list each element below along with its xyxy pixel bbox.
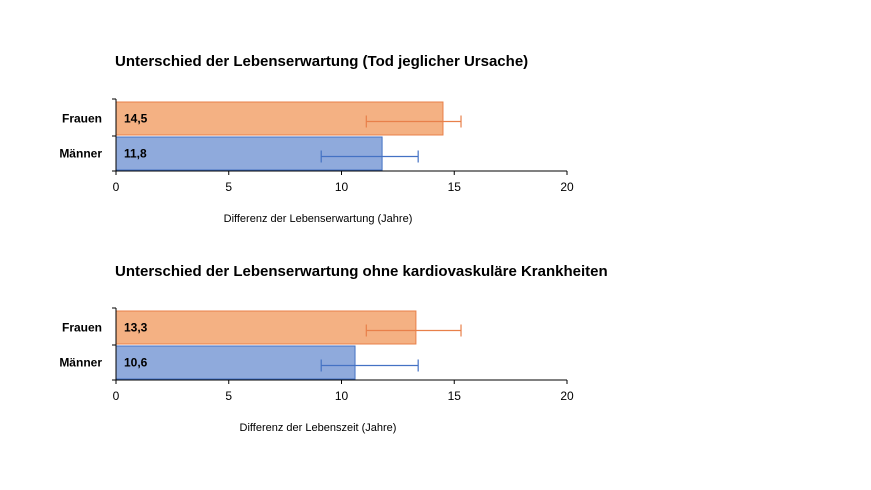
category-label: Männer — [59, 147, 102, 161]
x-tick-label: 15 — [448, 389, 462, 403]
chart-title: Unterschied der Lebenserwartung (Tod jeg… — [115, 53, 528, 70]
bar-frauen — [115, 101, 444, 136]
bar-maenner — [115, 136, 383, 171]
chart-title: Unterschied der Lebenserwartung ohne kar… — [115, 263, 608, 280]
x-axis-label: Differenz der Lebenszeit (Jahre) — [240, 422, 397, 434]
data-label: 11,8 — [124, 147, 147, 161]
category-label: Frauen — [62, 321, 102, 335]
x-tick-label: 10 — [335, 180, 349, 194]
category-label: Frauen — [62, 112, 102, 126]
data-label: 14,5 — [124, 112, 148, 126]
x-axis-label: Differenz der Lebenserwartung (Jahre) — [224, 213, 413, 225]
data-label: 10,6 — [124, 356, 148, 370]
x-tick-label: 20 — [560, 180, 574, 194]
x-tick-label: 15 — [448, 180, 462, 194]
x-tick-label: 10 — [335, 389, 349, 403]
x-tick-label: 5 — [225, 180, 232, 194]
x-tick-label: 5 — [225, 389, 232, 403]
bar-maenner — [115, 345, 356, 380]
x-tick-label: 20 — [560, 389, 574, 403]
data-label: 13,3 — [124, 321, 148, 335]
category-label: Männer — [59, 356, 102, 370]
bar-frauen — [115, 310, 417, 345]
x-tick-label: 0 — [113, 389, 120, 403]
x-tick-label: 0 — [113, 180, 120, 194]
